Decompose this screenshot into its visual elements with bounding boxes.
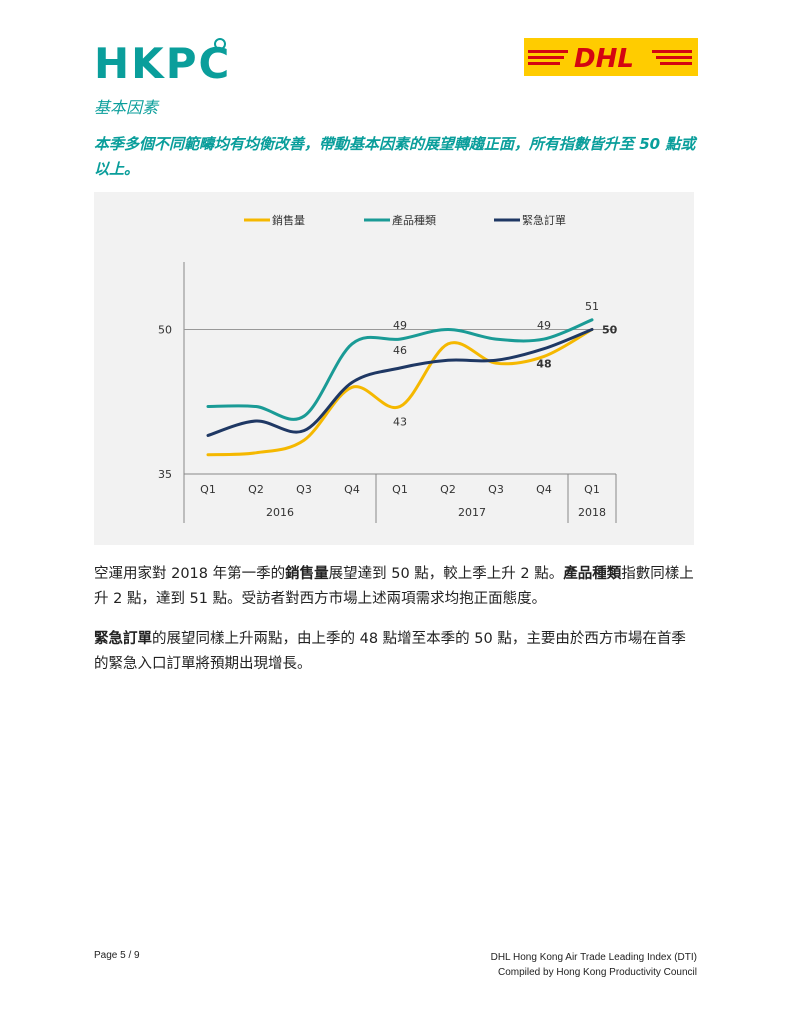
x-tick-label: Q3	[488, 483, 504, 496]
data-label: 48	[536, 358, 551, 371]
series-line-3	[206, 327, 594, 437]
line-chart: 銷售量 產品種類 緊急訂單 35 50 Q1 Q2 Q3 Q4 Q1 Q2 Q3 Q4 Q1 2016 20…	[94, 192, 694, 545]
legend-label-1: 銷售量	[272, 213, 305, 227]
series-line-2	[206, 318, 594, 421]
p1-bold-product: 產品種類	[563, 566, 622, 582]
year-label-2018: 2018	[578, 506, 606, 519]
paragraph-sales: 空運用家對 2018 年第一季的銷售量展望達到 50 點，較上季上升 2 點。產…	[94, 562, 698, 612]
x-tick-label: Q2	[248, 483, 264, 496]
legend-label-3: 緊急訂單	[522, 213, 566, 227]
footer-line-1: DHL Hong Kong Air Trade Leading Index (D…	[490, 952, 697, 963]
series-line-1	[206, 327, 594, 457]
x-tick-label: Q3	[296, 483, 312, 496]
chart-lines	[206, 318, 594, 457]
data-label: 43	[393, 416, 407, 429]
footer-credits: DHL Hong Kong Air Trade Leading Index (D…	[491, 950, 697, 980]
x-tick-label: Q4	[536, 483, 552, 496]
page-number: Page 5 / 9	[94, 950, 140, 961]
legend-label-2: 產品種類	[392, 213, 436, 227]
hkpc-logo-text: HKPC	[94, 39, 231, 86]
chart-axes: 35 50 Q1 Q2 Q3 Q4 Q1 Q2 Q3 Q4 Q1 2016 2017 2018	[158, 262, 617, 523]
y-tick-label: 35	[158, 468, 172, 481]
dhl-logo-text: DHL	[574, 44, 634, 74]
x-tick-label: Q1	[584, 483, 600, 496]
p2-bold-urgent: 緊急訂單	[94, 631, 152, 647]
p1-text-a: 空運用家對 2018 年第一季的	[94, 566, 286, 582]
data-label: 50	[602, 323, 618, 336]
dhl-logo: DHL	[524, 38, 698, 76]
section-title: 基本因素	[94, 98, 159, 117]
x-tick-label: Q2	[440, 483, 456, 496]
x-tick-label: Q4	[344, 483, 360, 496]
lead-paragraph: 本季多個不同範疇均有均衡改善，帶動基本因素的展望轉趨正面，所有指數皆升至 50 …	[94, 135, 696, 178]
paragraph-urgent-orders: 緊急訂單的展望同樣上升兩點，由上季的 48 點增至本季的 50 點，主要由於西方…	[94, 627, 698, 677]
footer-line-2: Compiled by Hong Kong Productivity Counc…	[498, 967, 697, 978]
data-label: 46	[393, 344, 407, 357]
chart-legend: 銷售量 產品種類 緊急訂單	[244, 213, 566, 227]
p1-text-e: 指數同樣上升 2 點，達到 51 點。受訪者對西方市場上述兩項需求均抱正面態度。	[94, 566, 694, 607]
data-label: 49	[393, 319, 407, 332]
y-tick-label: 50	[158, 323, 172, 336]
p2-text-b: 的展望同樣上升兩點，由上季的 48 點增至本季的 50 點，主要由於西方市場在首…	[94, 631, 686, 672]
year-label-2017: 2017	[458, 506, 486, 519]
year-label-2016: 2016	[266, 506, 294, 519]
x-tick-label: Q1	[392, 483, 408, 496]
data-label: 49	[537, 319, 551, 332]
chart-svg: 銷售量 產品種類 緊急訂單 35 50 Q1 Q2 Q3 Q4 Q1 Q2 Q3 Q4 Q1 2016 20…	[158, 213, 618, 523]
hkpc-logo: HKPC	[94, 38, 234, 90]
x-tick-label: Q1	[200, 483, 216, 496]
p1-text-c: 展望達到 50 點，較上季上升 2 點。	[328, 566, 564, 582]
p1-bold-sales: 銷售量	[285, 566, 329, 582]
data-label: 51	[585, 300, 599, 313]
